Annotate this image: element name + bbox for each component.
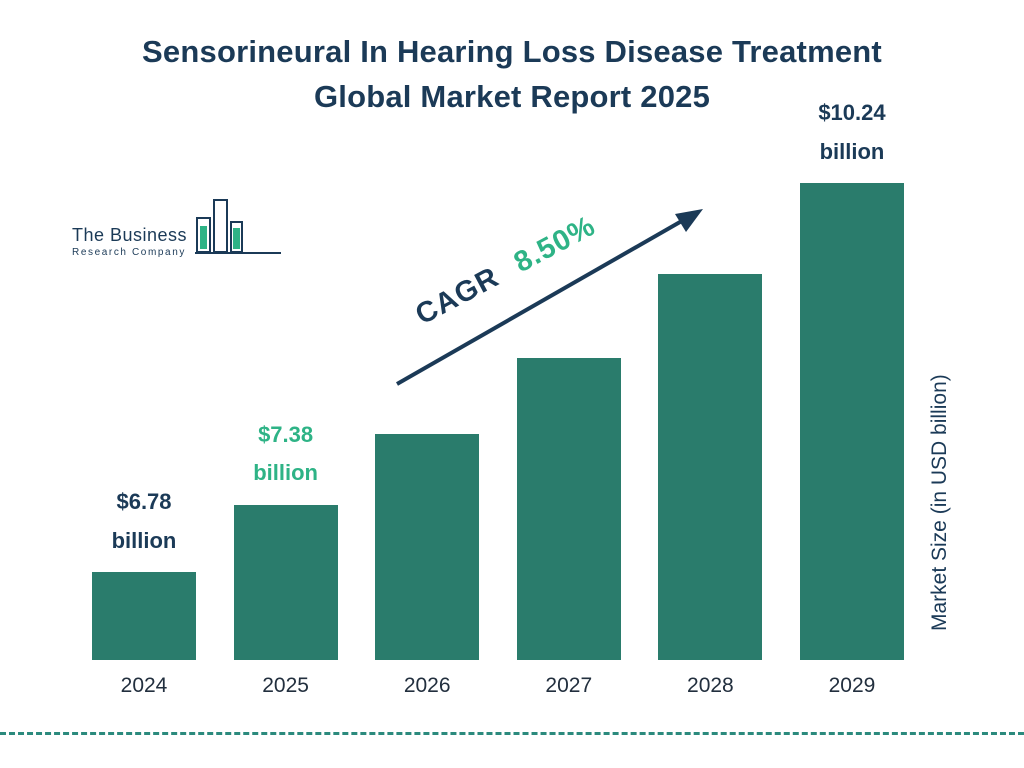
bar-value-label-2029: $10.24 billion bbox=[800, 94, 904, 171]
bar-value-amount: $10.24 bbox=[818, 100, 886, 126]
title-line-2: Global Market Report 2025 bbox=[313, 78, 711, 114]
bar-2029 bbox=[799, 183, 904, 660]
x-axis-tick-2027: 2027 bbox=[545, 674, 593, 697]
bar-column-2027: 2027 bbox=[516, 154, 621, 698]
bar-area: $10.24 billion bbox=[799, 100, 904, 660]
bar-area: $7.38 billion bbox=[233, 154, 338, 660]
bar-series: $6.78 billion 2024 $7.38 billion 2025 2026 2027… bbox=[92, 100, 904, 698]
cagr-trend-arrow bbox=[396, 209, 703, 386]
bar-area: $6.78 billion bbox=[92, 154, 196, 660]
bar-value-label-2025: $7.38 billion bbox=[234, 416, 338, 493]
bar-column-2029: $10.24 billion 2029 bbox=[799, 100, 904, 698]
x-axis-tick-2025: 2025 bbox=[262, 674, 309, 697]
y-axis-label: Market Size (in USD billion) bbox=[928, 374, 951, 631]
x-axis-tick-2026: 2026 bbox=[403, 674, 451, 697]
logo-bars-icon bbox=[195, 199, 282, 254]
bar-value-label-2024: $6.78 billion bbox=[92, 483, 196, 560]
x-axis-tick-2028: 2028 bbox=[687, 674, 734, 697]
x-axis-tick-2024: 2024 bbox=[120, 674, 168, 697]
bar-2024 bbox=[92, 572, 196, 660]
title-line-1: Sensorineural In Hearing Loss Disease Tr… bbox=[142, 34, 882, 69]
bar-value-unit: billion bbox=[253, 460, 318, 486]
bar-area bbox=[658, 154, 763, 660]
bar-value-amount: $6.78 bbox=[116, 489, 172, 515]
logo-text: The Business Research Company bbox=[72, 225, 187, 258]
bar-value-amount: $7.38 bbox=[258, 421, 314, 447]
page-title: Sensorineural In Hearing Loss Disease Tr… bbox=[0, 30, 1024, 120]
bar-2025 bbox=[233, 504, 338, 660]
bar-2028 bbox=[658, 274, 763, 660]
bar-value-unit: billion bbox=[111, 527, 177, 553]
bar-column-2025: $7.38 billion 2025 bbox=[233, 154, 338, 698]
logo-name: The Business bbox=[72, 225, 188, 245]
company-logo: The Business Research Company bbox=[72, 196, 283, 258]
bar-column-2024: $6.78 billion 2024 bbox=[92, 154, 196, 698]
bar-area bbox=[516, 154, 621, 660]
bar-2027 bbox=[516, 357, 621, 660]
bar-chart: $6.78 billion 2024 $7.38 billion 2025 2026 2027… bbox=[92, 100, 904, 698]
bar-value-unit: billion bbox=[819, 138, 885, 164]
bottom-divider bbox=[0, 732, 1024, 735]
bar-column-2026: 2026 bbox=[375, 154, 480, 698]
bar-column-2028: 2028 bbox=[658, 154, 763, 698]
logo-subname: Research Company bbox=[72, 247, 186, 258]
bar-2026 bbox=[375, 434, 480, 660]
x-axis-tick-2029: 2029 bbox=[828, 674, 876, 697]
bar-area bbox=[375, 154, 480, 660]
